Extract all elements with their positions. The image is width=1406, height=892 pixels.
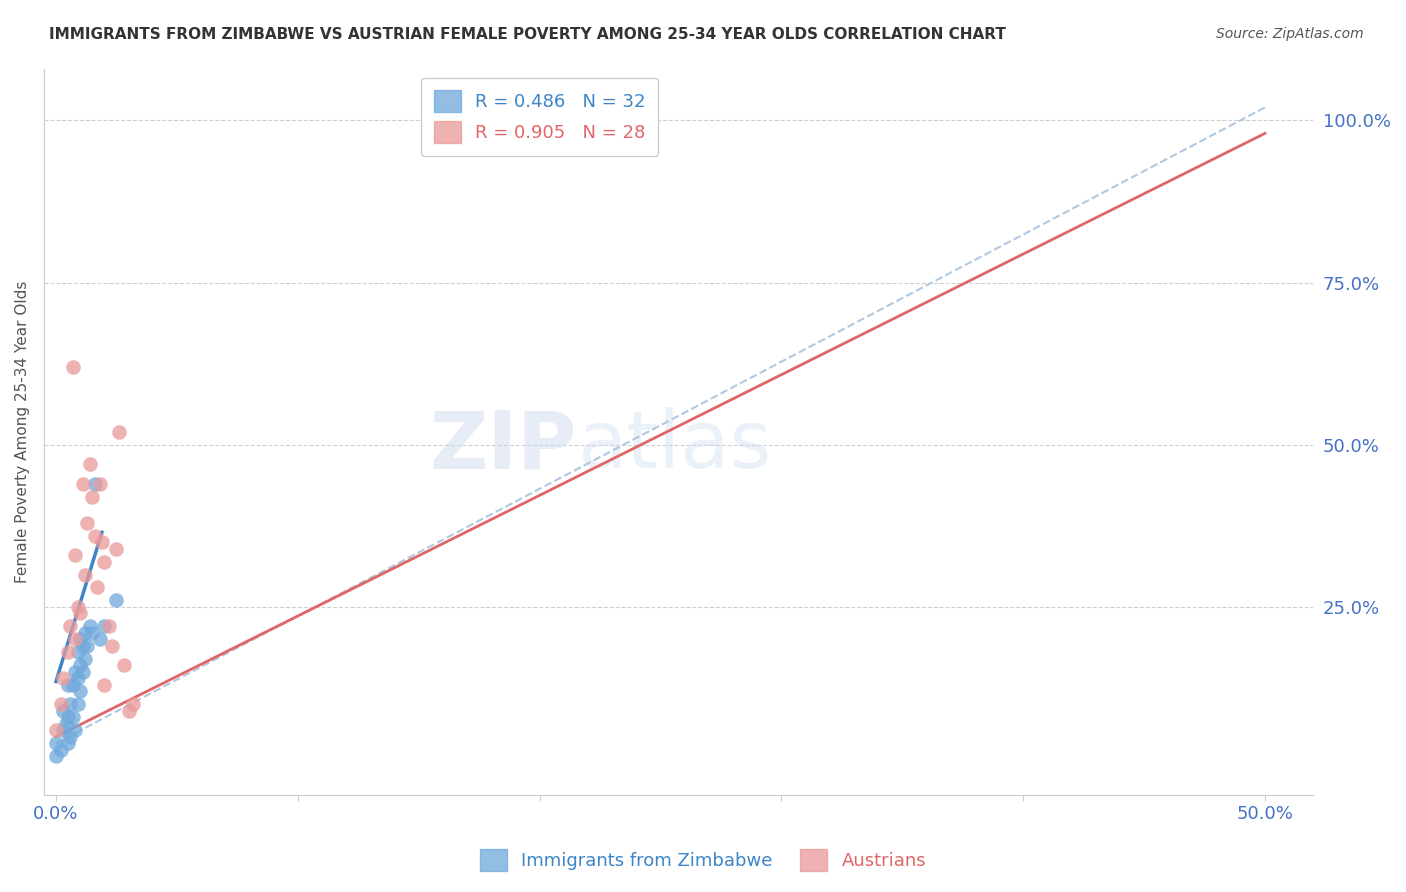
- Point: [69, 607, 91, 621]
- Point: [86, 581, 108, 595]
- Point: [105, 541, 128, 556]
- Point: [66, 698, 89, 712]
- Point: [66, 671, 89, 685]
- Point: [69, 632, 91, 647]
- Point: [66, 599, 89, 614]
- Point: [105, 593, 128, 607]
- Point: [72, 639, 94, 653]
- Point: [45, 749, 67, 764]
- Point: [45, 736, 67, 750]
- Point: [93, 555, 115, 569]
- Point: [90, 535, 112, 549]
- Point: [83, 476, 105, 491]
- Point: [65, 632, 87, 647]
- Point: [83, 528, 105, 542]
- Point: [112, 658, 135, 673]
- Point: [82, 490, 104, 504]
- Point: [76, 516, 98, 530]
- Point: [79, 457, 101, 471]
- Point: [93, 678, 115, 692]
- Point: [73, 567, 96, 582]
- Point: [93, 619, 115, 633]
- Point: [59, 619, 82, 633]
- Point: [117, 704, 139, 718]
- Text: atlas: atlas: [576, 408, 772, 485]
- Point: [72, 476, 94, 491]
- Point: [56, 678, 79, 692]
- Point: [73, 626, 96, 640]
- Point: [65, 548, 87, 562]
- Point: [49, 742, 72, 756]
- Point: [82, 626, 104, 640]
- Point: [62, 678, 84, 692]
- Point: [89, 476, 111, 491]
- Point: [59, 730, 82, 744]
- Point: [62, 710, 84, 724]
- Legend: Immigrants from Zimbabwe, Austrians: Immigrants from Zimbabwe, Austrians: [472, 842, 934, 879]
- Point: [76, 639, 98, 653]
- Point: [79, 619, 101, 633]
- Point: [73, 652, 96, 666]
- Text: ZIP: ZIP: [430, 408, 576, 485]
- Point: [56, 645, 79, 659]
- Point: [98, 619, 121, 633]
- Point: [56, 736, 79, 750]
- Point: [55, 716, 77, 731]
- Point: [65, 665, 87, 679]
- Point: [45, 723, 67, 738]
- Point: [59, 698, 82, 712]
- Point: [52, 671, 75, 685]
- Point: [89, 632, 111, 647]
- Point: [108, 425, 131, 439]
- Point: [69, 658, 91, 673]
- Point: [69, 684, 91, 698]
- Point: [49, 698, 72, 712]
- Text: IMMIGRANTS FROM ZIMBABWE VS AUSTRIAN FEMALE POVERTY AMONG 25-34 YEAR OLDS CORREL: IMMIGRANTS FROM ZIMBABWE VS AUSTRIAN FEM…: [49, 27, 1007, 42]
- Point: [62, 359, 84, 374]
- Point: [72, 665, 94, 679]
- Point: [52, 723, 75, 738]
- Point: [56, 710, 79, 724]
- Legend: R = 0.486   N = 32, R = 0.905   N = 28: R = 0.486 N = 32, R = 0.905 N = 28: [420, 78, 658, 156]
- Point: [122, 698, 145, 712]
- Point: [100, 639, 122, 653]
- Point: [52, 704, 75, 718]
- Point: [65, 723, 87, 738]
- Text: Source: ZipAtlas.com: Source: ZipAtlas.com: [1216, 27, 1364, 41]
- Point: [66, 645, 89, 659]
- Y-axis label: Female Poverty Among 25-34 Year Olds: Female Poverty Among 25-34 Year Olds: [15, 281, 30, 583]
